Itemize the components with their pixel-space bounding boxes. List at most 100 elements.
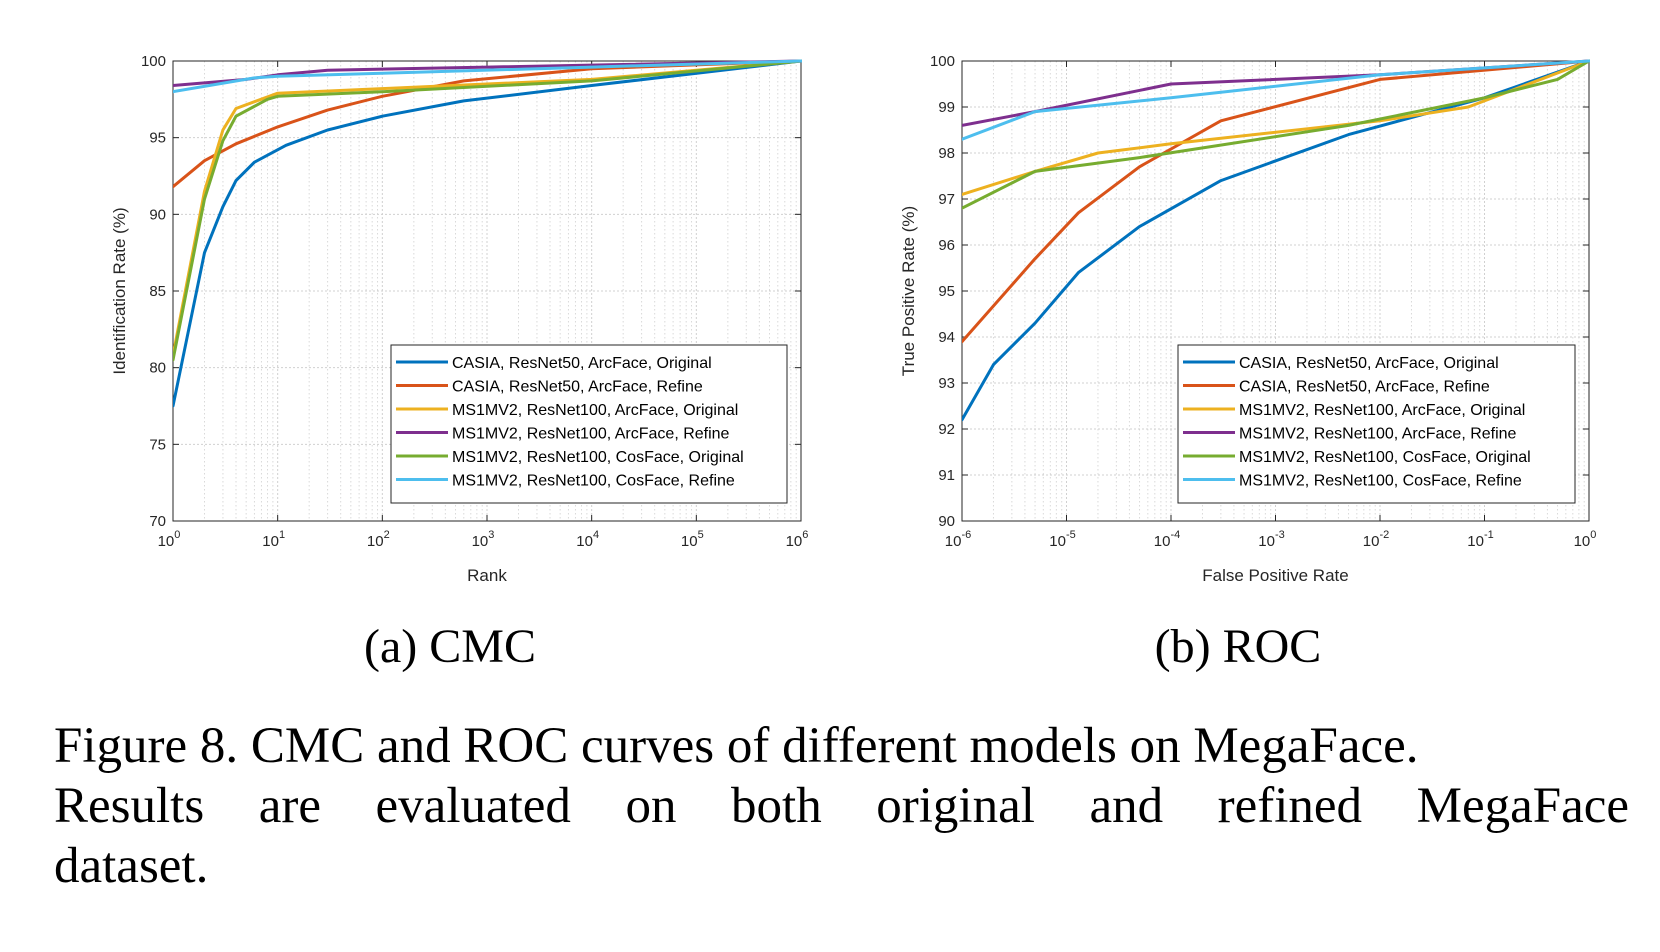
caption-word: evaluated bbox=[375, 778, 571, 834]
x-tick-label: 100 bbox=[1574, 529, 1597, 550]
legend: CASIA, ResNet50, ArcFace, Original CASIA,… bbox=[390, 344, 788, 504]
series-line-5 bbox=[962, 59, 1590, 210]
x-tick-base: 10 bbox=[1049, 533, 1066, 550]
y-tick-label: 85 bbox=[149, 283, 166, 300]
x-tick-base: 10 bbox=[945, 533, 962, 550]
x-tick-label: 10-6 bbox=[945, 529, 971, 550]
y-tick-label: 94 bbox=[938, 329, 955, 346]
x-tick-exponent: 4 bbox=[593, 529, 599, 541]
series-line-2 bbox=[173, 59, 802, 189]
x-tick-label: 10-1 bbox=[1467, 529, 1493, 550]
series-group bbox=[173, 59, 802, 408]
legend-entry: CASIA, ResNet50, ArcFace, Refine bbox=[452, 379, 703, 396]
y-tick-label: 95 bbox=[149, 130, 166, 147]
y-tick-label: 80 bbox=[149, 360, 166, 377]
caption-word: are bbox=[258, 778, 321, 834]
y-tick-label: 97 bbox=[938, 191, 955, 208]
legend-entry: CASIA, ResNet50, ArcFace, Original bbox=[1239, 355, 1499, 372]
grid bbox=[172, 60, 802, 522]
x-tick-exponent: -5 bbox=[1066, 529, 1076, 541]
figure-caption-line3: dataset. bbox=[54, 838, 209, 894]
legend-entry: CASIA, ResNet50, ArcFace, Refine bbox=[1239, 379, 1490, 396]
series-line-3 bbox=[173, 59, 802, 357]
x-tick-base: 10 bbox=[681, 533, 698, 550]
series-line-2 bbox=[962, 59, 1590, 344]
legend-box bbox=[1177, 344, 1576, 504]
y-tick-label: 90 bbox=[938, 513, 955, 530]
x-tick-label: 101 bbox=[262, 529, 285, 550]
legend-entry: CASIA, ResNet50, ArcFace, Original bbox=[452, 355, 712, 372]
x-tick-exponent: -6 bbox=[961, 529, 971, 541]
figure-caption-line2: Results are evaluated on both original and refi… bbox=[54, 776, 1629, 836]
x-axis-label: False Positive Rate bbox=[1202, 566, 1348, 585]
caption-word: MegaFace bbox=[1416, 778, 1629, 834]
x-tick-exponent: -4 bbox=[1170, 529, 1180, 541]
legend-entry: MS1MV2, ResNet100, CosFace, Refine bbox=[452, 473, 735, 490]
x-tick-label: 102 bbox=[367, 529, 390, 550]
x-tick-label: 104 bbox=[576, 529, 599, 550]
x-tick-exponent: 5 bbox=[698, 529, 704, 541]
x-tick-exponent: 1 bbox=[279, 529, 285, 541]
x-tick-base: 10 bbox=[1154, 533, 1171, 550]
y-tick-label: 99 bbox=[938, 99, 955, 116]
x-tick-label: 100 bbox=[158, 529, 181, 550]
x-tick-base: 10 bbox=[158, 533, 175, 550]
figure-caption-line1: Figure 8. CMC and ROC curves of differen… bbox=[54, 718, 1419, 774]
x-tick-label: 10-5 bbox=[1049, 529, 1075, 550]
x-tick-exponent: 0 bbox=[174, 529, 180, 541]
series-line-1 bbox=[173, 59, 802, 408]
x-tick-base: 10 bbox=[472, 533, 489, 550]
caption-word: Results bbox=[54, 778, 205, 834]
caption-word: on bbox=[625, 778, 677, 834]
x-tick-exponent: 6 bbox=[802, 529, 808, 541]
y-tick-label: 95 bbox=[938, 283, 955, 300]
subcaption-b: (b) ROC bbox=[1155, 620, 1322, 673]
x-tick-exponent: 3 bbox=[488, 529, 494, 541]
x-axis-label: Rank bbox=[467, 566, 507, 585]
legend-entry: MS1MV2, ResNet100, ArcFace, Original bbox=[452, 402, 738, 419]
caption-word: and bbox=[1089, 778, 1164, 834]
legend-entry: MS1MV2, ResNet100, CosFace, Refine bbox=[1239, 473, 1522, 490]
x-tick-exponent: -1 bbox=[1484, 529, 1494, 541]
caption-word: original bbox=[876, 778, 1035, 834]
y-tick-label: 100 bbox=[141, 53, 166, 70]
x-tick-base: 10 bbox=[1467, 533, 1484, 550]
y-axis-label: True Positive Rate (%) bbox=[899, 206, 918, 376]
legend-box bbox=[390, 344, 788, 504]
x-tick-base: 10 bbox=[1258, 533, 1275, 550]
y-tick-label: 70 bbox=[149, 513, 166, 530]
series-line-5 bbox=[173, 59, 802, 362]
subcaption-a: (a) CMC bbox=[364, 620, 536, 673]
y-tick-label: 90 bbox=[149, 206, 166, 223]
y-tick-label: 91 bbox=[938, 467, 955, 484]
y-tick-label: 96 bbox=[938, 237, 955, 254]
legend: CASIA, ResNet50, ArcFace, Original CASIA,… bbox=[1177, 344, 1576, 504]
x-tick-label: 106 bbox=[786, 529, 809, 550]
x-tick-label: 103 bbox=[472, 529, 495, 550]
x-tick-label: 10-2 bbox=[1363, 529, 1389, 550]
x-tick-base: 10 bbox=[262, 533, 279, 550]
y-tick-label: 100 bbox=[930, 53, 955, 70]
series-line-6 bbox=[962, 59, 1590, 141]
legend-entry: MS1MV2, ResNet100, CosFace, Original bbox=[1239, 449, 1531, 466]
legend-entry: MS1MV2, ResNet100, CosFace, Original bbox=[452, 449, 744, 466]
x-tick-exponent: 2 bbox=[384, 529, 390, 541]
legend-entry: MS1MV2, ResNet100, ArcFace, Refine bbox=[1239, 426, 1517, 443]
x-tick-base: 10 bbox=[1574, 533, 1591, 550]
x-tick-label: 105 bbox=[681, 529, 704, 550]
y-tick-label: 92 bbox=[938, 421, 955, 438]
series-line-6 bbox=[173, 59, 802, 94]
x-tick-base: 10 bbox=[367, 533, 384, 550]
y-tick-label: 75 bbox=[149, 436, 166, 453]
x-tick-label: 10-3 bbox=[1258, 529, 1284, 550]
y-tick-label: 93 bbox=[938, 375, 955, 392]
x-tick-exponent: 0 bbox=[1590, 529, 1596, 541]
x-tick-base: 10 bbox=[1363, 533, 1380, 550]
legend-entry: MS1MV2, ResNet100, ArcFace, Original bbox=[1239, 402, 1525, 419]
caption-word: refined bbox=[1217, 778, 1363, 834]
x-tick-base: 10 bbox=[786, 533, 803, 550]
y-tick-label: 98 bbox=[938, 145, 955, 162]
